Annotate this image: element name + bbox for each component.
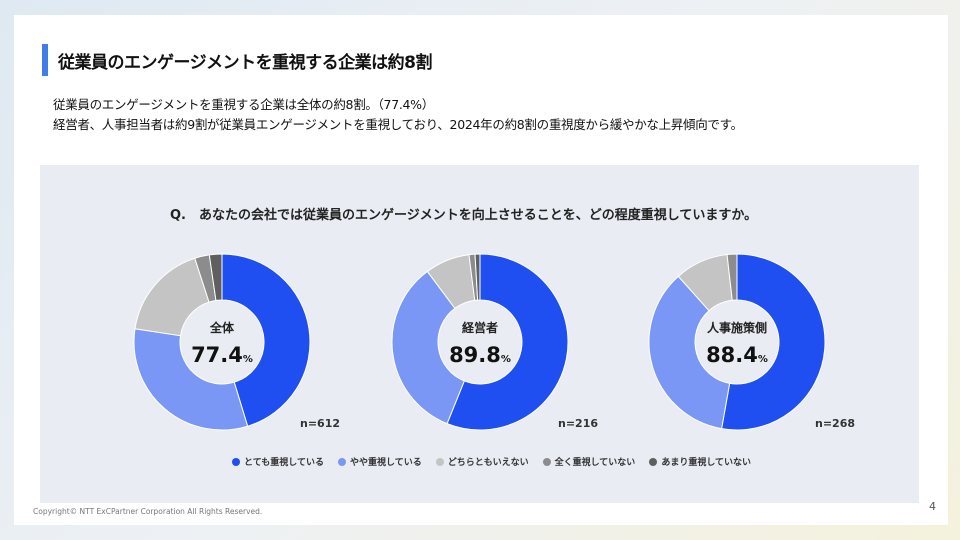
percent-unit: %: [758, 354, 768, 365]
donut-slice: [221, 253, 311, 427]
legend-label: あまり重視していない: [661, 458, 752, 468]
donut-value: 89.8%: [449, 343, 511, 367]
description-line: 経営者、人事担当者は約9割が従業員エンゲージメントを重視しており、2024年の約…: [53, 117, 743, 132]
description-line: 従業員のエンゲージメントを重視する企業は全体の約8割。（77.4%）: [53, 97, 434, 112]
donut-slice: [721, 253, 826, 431]
legend-dot-icon: [338, 457, 347, 466]
description: 従業員のエンゲージメントを重視する企業は全体の約8割。（77.4%） 経営者、人…: [53, 95, 743, 135]
legend-dot-icon: [649, 457, 658, 466]
donut-slice: [474, 253, 481, 301]
donut-label: 経営者: [462, 320, 498, 335]
percent-unit: %: [501, 354, 511, 365]
copyright: Copyright© NTT ExCPartner Corporation Al…: [33, 507, 263, 516]
donut-hole: [439, 301, 521, 383]
sample-size: n=216: [558, 417, 598, 430]
donut-value: 77.4%: [191, 343, 253, 367]
donut-slice: [726, 253, 738, 301]
survey-question: Q. あなたの会社では従業員のエンゲージメントを向上させることを、どの程度重視し…: [170, 208, 758, 223]
donut-value: 88.4%: [706, 343, 768, 367]
legend-label: やや重視している: [350, 458, 422, 468]
title-accent-bar: [42, 44, 48, 76]
donut-label: 人事施策側: [707, 320, 767, 335]
donut-hole: [181, 301, 263, 383]
legend-dot-icon: [232, 457, 240, 466]
legend-dot-icon: [542, 457, 551, 466]
donut-slice: [208, 253, 223, 302]
sample-size: n=612: [300, 417, 340, 430]
legend-dot-icon: [435, 457, 444, 466]
percent-unit: %: [243, 354, 253, 365]
donut-hole: [696, 301, 778, 383]
page-number: 4: [929, 500, 936, 513]
legend-label: どちらともいえない: [447, 458, 529, 468]
legend-item: とても重視している: [232, 455, 324, 468]
slide-title: 従業員のエンゲージメントを重視する企業は約8割: [58, 53, 433, 73]
donut-slice: [446, 253, 569, 431]
sample-size: n=268: [815, 417, 855, 430]
donut-slice: [133, 328, 249, 431]
legend-item: どちらともいえない: [435, 455, 529, 468]
donut-label: 全体: [209, 320, 235, 335]
legend-label: とても重視している: [244, 458, 325, 468]
legend: とても重視している やや重視している どちらともいえない 全く重視していない あまり重視…: [232, 455, 751, 468]
legend-label: 全く重視していない: [554, 458, 636, 468]
donut-slice: [648, 275, 731, 430]
legend-item: あまり重視していない: [649, 455, 751, 468]
legend-item: やや重視している: [338, 455, 422, 468]
donut-slice: [391, 270, 465, 425]
legend-item: 全く重視していない: [542, 455, 636, 468]
